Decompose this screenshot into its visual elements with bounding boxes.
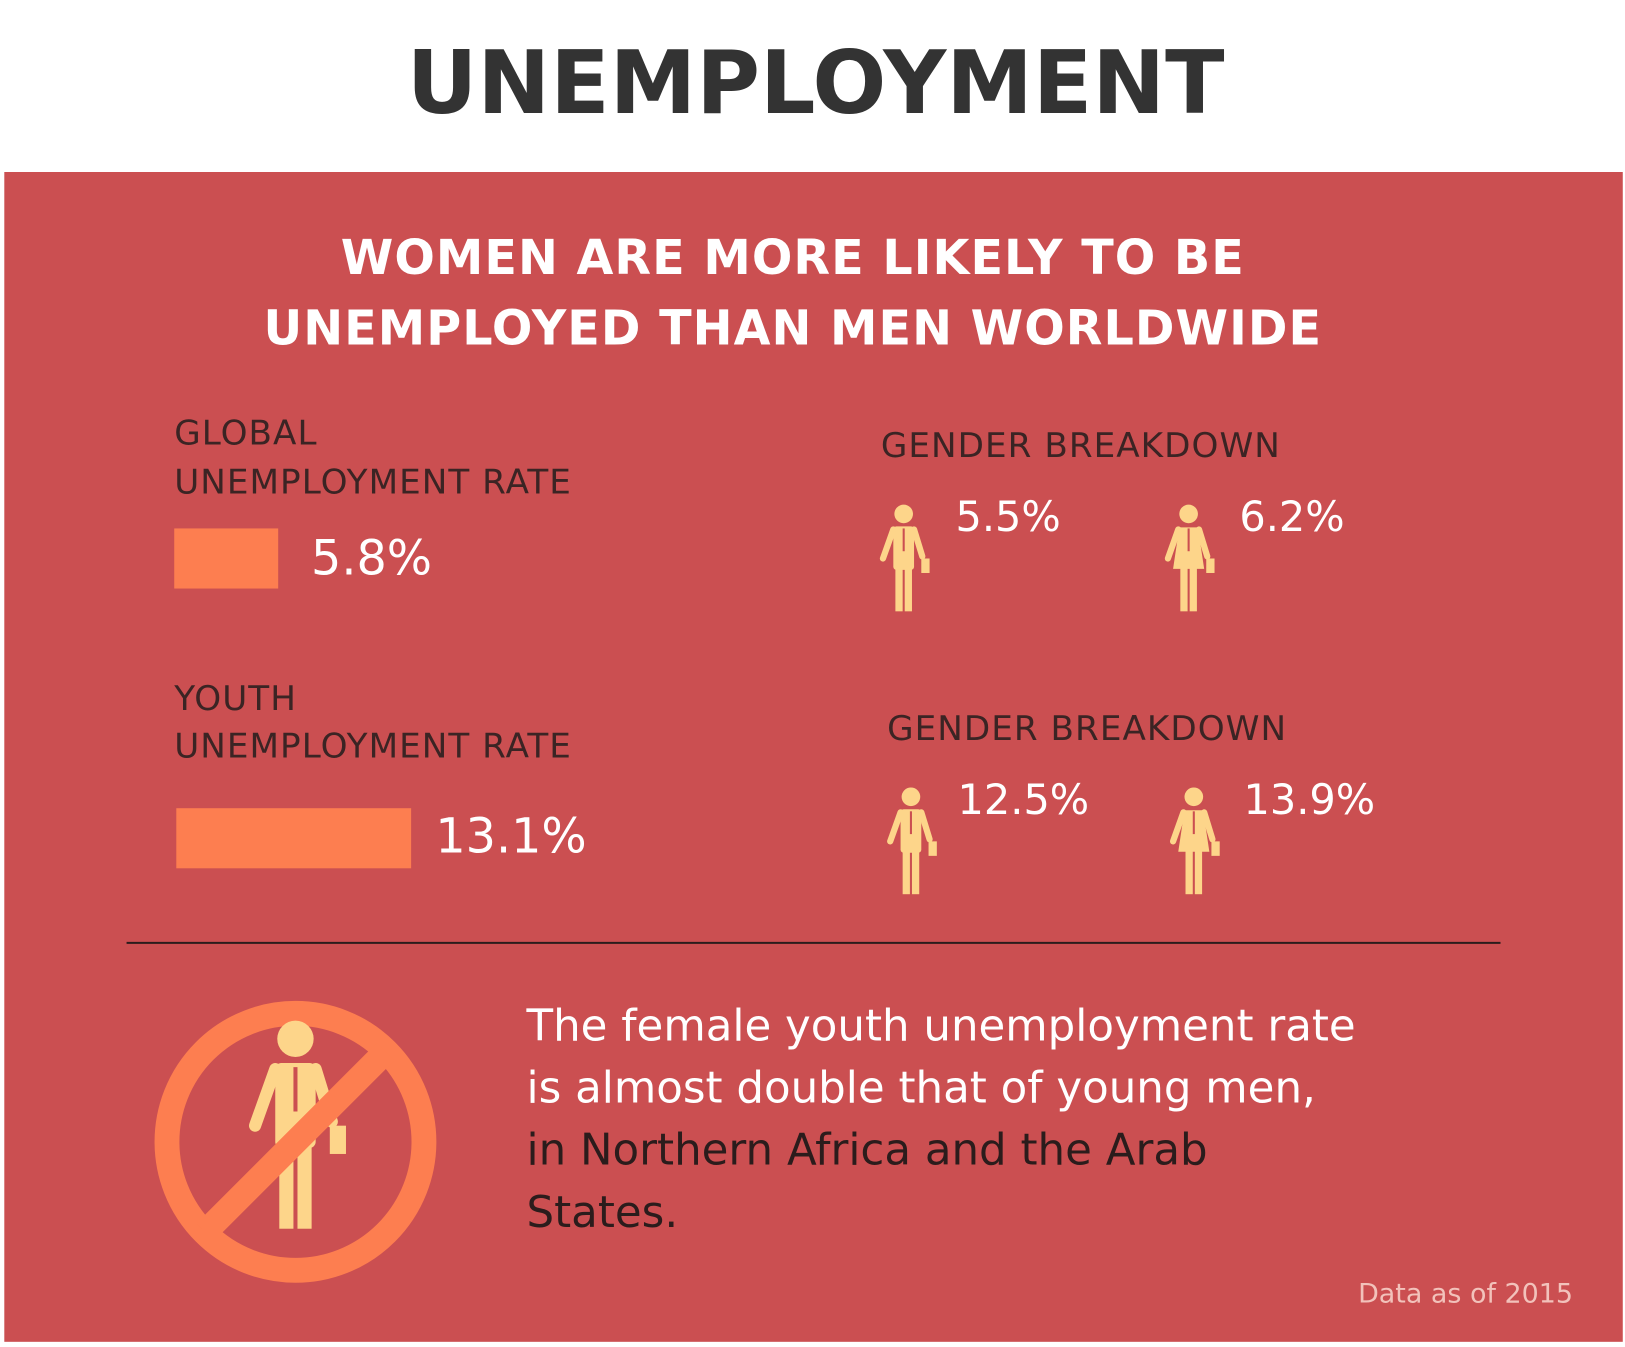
icon-briefcase	[928, 841, 937, 856]
woman-icon	[1164, 504, 1215, 612]
breakdown-title: GENDER BREAKDOWN	[887, 709, 1287, 749]
row-label: UNEMPLOYMENT RATE	[174, 727, 572, 767]
icon-leg	[1185, 849, 1193, 895]
icon-leg	[911, 849, 920, 895]
icon-head	[1179, 504, 1198, 524]
icon-head	[277, 1020, 314, 1057]
woman-icon	[1169, 787, 1220, 895]
headline: UNEMPLOYED THAN MEN WORLDWIDE	[264, 302, 1323, 357]
icon-arm	[910, 526, 926, 560]
icon-briefcase	[1206, 558, 1215, 573]
icon-head	[1184, 787, 1204, 807]
row-label: GLOBAL	[174, 414, 317, 454]
men-value: 5.5%	[955, 493, 1060, 541]
icon-arm	[1195, 526, 1211, 560]
man-icon	[879, 504, 930, 612]
icon-arm	[887, 809, 904, 845]
breakdown-title: GENDER BREAKDOWN	[881, 426, 1281, 466]
source: Data as of 2015	[1358, 1279, 1573, 1310]
icon-leg	[904, 566, 912, 612]
value-label: 5.8%	[311, 532, 432, 587]
icon-head	[894, 504, 914, 524]
icon-leg	[1180, 566, 1188, 612]
value-label: 13.1%	[435, 809, 586, 864]
icon-leg	[1194, 849, 1203, 895]
headline: WOMEN ARE MORE LIKELY TO BE	[341, 231, 1245, 286]
icon-leg	[902, 849, 910, 895]
icon-arm	[918, 809, 933, 843]
prohibited-slash	[196, 1042, 395, 1241]
men-value: 12.5%	[958, 776, 1090, 824]
icon-briefcase	[329, 1125, 346, 1154]
icon-briefcase	[921, 558, 930, 573]
icon-briefcase	[1211, 841, 1220, 856]
icon-arm	[248, 1063, 282, 1132]
note: in Northern Africa and the Arab	[527, 1126, 1208, 1176]
women-value: 6.2%	[1239, 493, 1344, 541]
prohibited-icon	[154, 1000, 437, 1283]
title: UNEMPLOYMENT	[407, 32, 1225, 134]
icon-arm	[1201, 809, 1216, 843]
rate-bar	[176, 808, 412, 869]
icon-arm	[1169, 809, 1187, 845]
note: The female youth unemployment rate	[526, 1001, 1356, 1051]
icon-leg	[297, 1141, 312, 1229]
note: States.	[527, 1188, 679, 1238]
rate-bar	[174, 528, 279, 589]
icon-leg	[895, 566, 903, 612]
icon-head	[901, 787, 921, 807]
note: is almost double that of young men,	[527, 1064, 1316, 1114]
row-label: UNEMPLOYMENT RATE	[174, 462, 572, 502]
icon-leg	[1189, 566, 1197, 612]
row-label: YOUTH	[173, 679, 297, 719]
women-value: 13.9%	[1244, 776, 1376, 824]
icon-arm	[1164, 526, 1182, 562]
icon-arm	[879, 526, 897, 562]
man-icon	[887, 787, 937, 895]
